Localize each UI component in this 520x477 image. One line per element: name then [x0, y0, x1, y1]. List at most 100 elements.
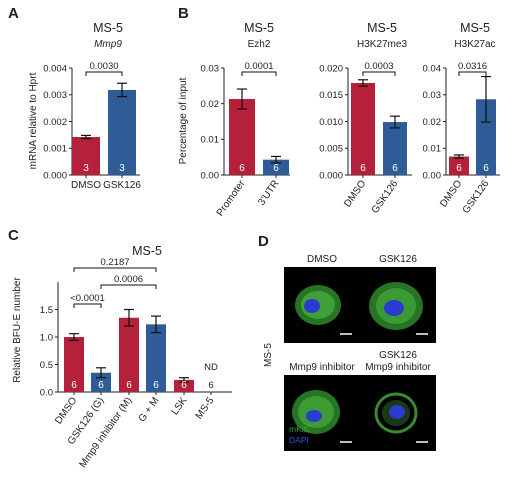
chart-c-pvalue-bracket — [73, 303, 102, 308]
chart-c-category-label: MS-5 — [194, 395, 217, 421]
micro-label-gsk126: GSK126 — [379, 254, 417, 265]
micro-label-gsk-mmp9-line2: Mmp9 inhibitor — [365, 362, 431, 373]
chart-c-bar — [64, 337, 84, 392]
chart-b3-category-label: DMSO — [438, 178, 464, 209]
chart-b3-pvalue-bracket — [458, 71, 487, 76]
chart-a-bar — [72, 137, 100, 175]
micro-label-dmso: DMSO — [307, 254, 337, 265]
chart-a-bar — [108, 89, 136, 175]
chart-c-category-label: LSK — [170, 395, 190, 417]
chart-b2-category-label: DMSO — [342, 178, 368, 209]
chart-b3-ytick-label: 0.00 — [423, 170, 442, 181]
chart-b3-subtitle: H3K27ac — [454, 39, 495, 50]
chart-b1-subtitle: Ezh2 — [248, 39, 271, 50]
chart-c-ytick-label: 0.0 — [40, 387, 53, 398]
chart-c-ytick-label: 1.5 — [40, 305, 53, 316]
chart-b3-n-label: 6 — [456, 163, 462, 174]
chart-b2-n-label: 6 — [392, 163, 398, 174]
chart-c-ytick-label: 0.5 — [40, 360, 53, 371]
chart-c-bar — [119, 317, 139, 392]
chart-b3-pvalue: 0.0316 — [458, 61, 487, 72]
chart-a-n-label: 3 — [119, 163, 125, 174]
chart-b1: MS-5 Ezh2 Percentage of input 0.00 0.01 0.02 0… — [178, 21, 290, 218]
chart-b1-ytick-label: 0.01 — [201, 135, 220, 146]
chart-b2-bar — [351, 82, 375, 175]
chart-b1-category-label: Promoter — [215, 178, 248, 219]
micro-image-gsk126 — [360, 267, 436, 343]
chart-c-ylabel: Relative BFU-E number — [12, 277, 23, 383]
chart-b2: MS-5 H3K27me3 0.000 0.005 0.010 0.015 0.020 6 DM… — [319, 21, 412, 216]
chart-a-n-label: 3 — [83, 163, 89, 174]
micro-image-mmp9: mKitL DAPI — [284, 375, 360, 451]
chart-c-n-label: 6 — [208, 380, 213, 391]
micro-label-mmp9: Mmp9 inhibitor — [289, 362, 355, 373]
chart-c-bar — [146, 324, 166, 392]
chart-b2-ytick-label: 0.015 — [319, 90, 343, 101]
chart-a-ytick-label: 0.000 — [43, 170, 67, 181]
chart-b1-ylabel: Percentage of input — [178, 77, 189, 164]
chart-b1-ytick-label: 0.03 — [201, 63, 220, 74]
chart-a-ytick-label: 0.004 — [43, 63, 67, 74]
chart-b1-n-label: 6 — [239, 163, 245, 174]
chart-c-pvalue-bracket — [73, 267, 157, 272]
chart-c-n-label: 6 — [126, 380, 132, 391]
chart-c-n-label: 6 — [153, 380, 159, 391]
chart-c-annotation: ND — [204, 362, 218, 373]
chart-c-n-label: 6 — [71, 380, 77, 391]
chart-b3-n-label: 6 — [483, 163, 489, 174]
chart-c: MS-5 Relative BFU-E number 0.0 0.5 1.0 1.5 6 DM… — [12, 244, 232, 470]
chart-b2-bar — [383, 122, 407, 175]
chart-b2-pvalue-bracket — [362, 71, 396, 76]
chart-b1-ytick-label: 0.02 — [201, 99, 220, 110]
chart-b3-bar — [449, 156, 469, 175]
chart-b1-bar — [263, 159, 289, 175]
chart-a-pvalue-bracket — [85, 71, 123, 76]
chart-b2-pvalue: 0.0003 — [364, 61, 393, 72]
micro-row-label: MS-5 — [263, 343, 274, 367]
chart-b3-ytick-label: 0.02 — [423, 117, 442, 128]
legend-mkitl: mKitL — [289, 424, 311, 434]
chart-b1-ytick-label: 0.00 — [201, 170, 220, 181]
chart-a-ytick-label: 0.002 — [43, 117, 67, 128]
chart-b3-ytick-label: 0.03 — [423, 90, 442, 101]
chart-c-pvalue-bracket — [100, 284, 157, 289]
chart-b1-pvalue: 0.0001 — [244, 61, 273, 72]
chart-c-bar — [174, 379, 194, 392]
chart-b2-ytick-label: 0.020 — [319, 63, 343, 74]
chart-c-pvalue: <0.0001 — [70, 293, 105, 304]
chart-a-title: MS-5 — [93, 21, 123, 35]
chart-a-ytick-label: 0.001 — [43, 144, 67, 155]
chart-b3-ytick-label: 0.04 — [423, 63, 442, 74]
chart-c-ytick-label: 1.0 — [40, 332, 53, 343]
micro-image-gsk-mmp9 — [360, 375, 436, 451]
chart-c-category-label: Mmp9 inhibitor (M) — [78, 395, 135, 470]
chart-c-pvalue: 0.0006 — [114, 274, 143, 285]
panel-label-d: D — [258, 233, 269, 250]
chart-a-subtitle: Mmp9 — [94, 39, 122, 50]
chart-b3-category-label: GSK126 — [461, 178, 492, 216]
chart-b3: MS-5 H3K27ac 0.00 0.01 0.02 0.03 0.04 6 DMSO 6 GSK… — [423, 21, 500, 216]
panel-label-a: A — [8, 5, 19, 22]
chart-b2-title: MS-5 — [367, 21, 397, 35]
chart-a-ytick-label: 0.003 — [43, 90, 67, 101]
chart-a-ylabel: mRNA relative to Hprt — [28, 72, 39, 169]
chart-a-category-label: DMSO — [71, 180, 101, 191]
chart-a: MS-5 Mmp9 mRNA relative to Hprt 0.000 0.001 0… — [28, 21, 141, 191]
panel-label-b: B — [178, 5, 189, 22]
panel-label-c: C — [8, 227, 19, 244]
chart-a-pvalue: 0.0030 — [89, 61, 118, 72]
chart-a-category-label: GSK126 — [103, 180, 141, 191]
micro-image-dmso — [284, 267, 360, 343]
chart-b3-ytick-label: 0.01 — [423, 144, 442, 155]
legend-dapi: DAPI — [289, 435, 309, 445]
chart-b2-subtitle: H3K27me3 — [357, 39, 407, 50]
chart-b1-n-label: 6 — [273, 163, 279, 174]
chart-c-pvalue: 0.2187 — [100, 257, 129, 268]
chart-b3-bar — [476, 99, 496, 175]
chart-b1-category-label: 3'UTR — [256, 178, 281, 207]
chart-b2-ytick-label: 0.000 — [319, 170, 343, 181]
chart-c-n-label: 6 — [181, 380, 187, 391]
panel-d-microscopy: DMSO GSK126 Mmp9 inhibitor GSK126 Mmp9 i… — [263, 254, 436, 451]
chart-b3-title: MS-5 — [460, 21, 490, 35]
